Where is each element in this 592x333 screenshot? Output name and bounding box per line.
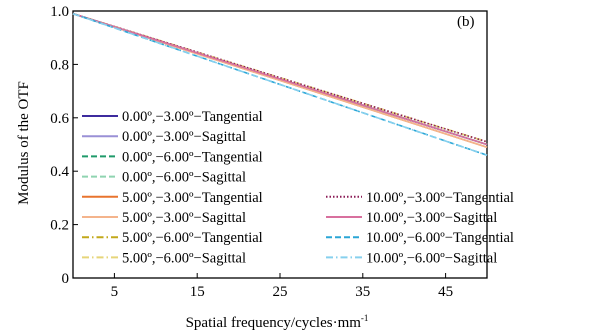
- x-tick-label: 25: [273, 284, 288, 300]
- legend-label: 0.00º,−3.00º−Sagittal: [122, 129, 246, 145]
- y-tick-label: 1.0: [50, 4, 69, 20]
- y-tick-label: 0.6: [50, 111, 69, 127]
- x-tick-label: 5: [111, 284, 119, 300]
- legend-label: 0.00º,−3.00º−Tangential: [122, 109, 263, 125]
- y-tick-label: 0.4: [50, 164, 69, 180]
- y-axis-title: Modulus of the OTF: [16, 81, 32, 205]
- legend-label: 5.00º,−3.00º−Sagittal: [122, 210, 246, 226]
- x-axis-title-main: Spatial frequency/cycles·mm: [186, 315, 362, 331]
- plot-area: 5 15 25 35 45 0 0.2 0.4 0.6 0.8 1.0: [50, 4, 488, 300]
- y-tick-label: 0.8: [50, 57, 69, 73]
- series-line-12: [72, 12, 488, 156]
- legend-label: 0.00º,−6.00º−Tangential: [122, 149, 263, 165]
- series-layer: [72, 12, 488, 156]
- legend-label: 10.00º,−6.00º−Sagittal: [366, 250, 497, 266]
- legend-label: 5.00º,−6.00º−Tangential: [122, 230, 263, 246]
- x-tick-label: 35: [355, 284, 370, 300]
- panel-label: (b): [457, 14, 475, 30]
- x-axis-title: Spatial frequency/cycles·mm-1: [186, 313, 369, 331]
- legend-label: 10.00º,−6.00º−Tangential: [366, 230, 514, 246]
- y-tick-label: 0.2: [50, 218, 69, 234]
- x-axis: 5 15 25 35 45: [111, 273, 453, 300]
- legend-label: 10.00º,−3.00º−Sagittal: [366, 210, 497, 226]
- legend-label: 0.00º,−6.00º−Sagittal: [122, 170, 246, 186]
- x-axis-title-superscript: -1: [361, 313, 369, 323]
- legend-label: 10.00º,−3.00º−Tangential: [366, 190, 514, 206]
- y-axis: 0 0.2 0.4 0.6 0.8 1.0: [50, 4, 78, 287]
- legend-label: 5.00º,−3.00º−Tangential: [122, 190, 263, 206]
- series-line-10: [72, 12, 488, 146]
- legend: 0.00º,−3.00º−Tangential 0.00º,−3.00º−Sagi…: [82, 109, 514, 266]
- legend-label: 5.00º,−6.00º−Sagittal: [122, 250, 246, 266]
- x-tick-label: 15: [190, 284, 205, 300]
- series-line-9: [72, 12, 488, 143]
- y-tick-label: 0: [62, 271, 70, 287]
- x-tick-label: 45: [438, 284, 453, 300]
